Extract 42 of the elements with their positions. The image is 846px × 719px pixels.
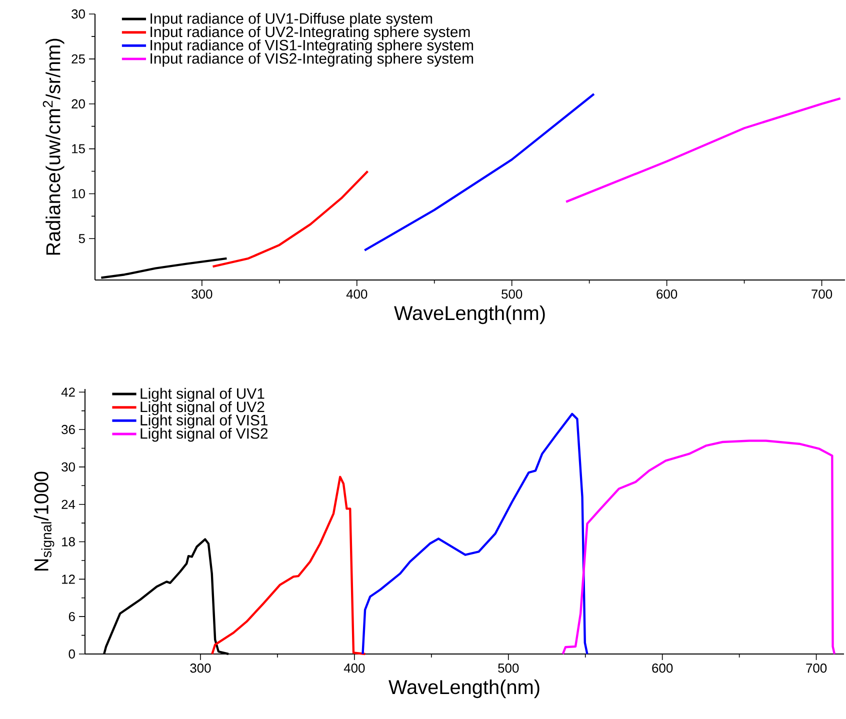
y-tick-label: 20 [72, 99, 85, 108]
legend-label: Light signal of VIS1 [140, 414, 268, 428]
y-axis-title: N$_{signal}$/1000 [34, 472, 54, 570]
line-series [211, 476, 366, 656]
legend-label: Input radiance of VIS1-Integrating sphere system [150, 39, 474, 54]
x-tick-label: 400 [344, 664, 365, 673]
y-tick-label: 30 [72, 9, 85, 19]
x-tick-label: 500 [502, 290, 522, 299]
legend-label: Light signal of VIS2 [140, 428, 268, 442]
x-tick-label: 600 [656, 290, 678, 299]
line-series [564, 97, 842, 203]
line-series [562, 440, 836, 656]
x-tick-label: 700 [806, 664, 827, 673]
line-series [364, 92, 596, 252]
y-tick-label: 5 [78, 234, 85, 244]
y-tick-label: 18 [62, 537, 75, 546]
x-axis-title: WaveLength(nm) [388, 680, 540, 698]
x-tick-label: 400 [346, 290, 368, 299]
y-tick-label: 12 [62, 574, 75, 584]
legend-label: Input radiance of UV2-Integrating sphere system [150, 26, 470, 40]
line-series [212, 170, 369, 268]
y-axis-title: Radiance(uw/cm$^{2}$/sr/nm) [42, 38, 64, 255]
legend-label: Light signal of UV2 [140, 401, 264, 416]
y-tick-label: 15 [72, 144, 85, 154]
x-tick-label: 700 [812, 290, 832, 299]
legend-label: Light signal of UV1 [140, 388, 264, 402]
y-tick-label: 10 [72, 189, 85, 198]
y-tick-label: 0 [68, 649, 75, 659]
line-series [362, 412, 588, 656]
y-tick-label: 30 [62, 462, 75, 472]
y-tick-label: 42 [61, 388, 75, 397]
x-tick-label: 500 [498, 664, 519, 673]
legend-label: Input radiance of UV1-Diffuse plate system [150, 12, 432, 27]
y-tick-label: 36 [62, 424, 75, 434]
x-tick-label: 300 [190, 664, 211, 673]
y-tick-label: 6 [68, 612, 75, 622]
legend-label: Input radiance of VIS2-Integrating sphere system [150, 52, 474, 67]
x-axis-title: WaveLength(nm) [394, 306, 545, 324]
x-tick-label: 600 [652, 664, 673, 673]
y-tick-label: 24 [62, 500, 76, 509]
y-tick-label: 25 [72, 54, 85, 64]
x-tick-label: 300 [192, 290, 212, 299]
